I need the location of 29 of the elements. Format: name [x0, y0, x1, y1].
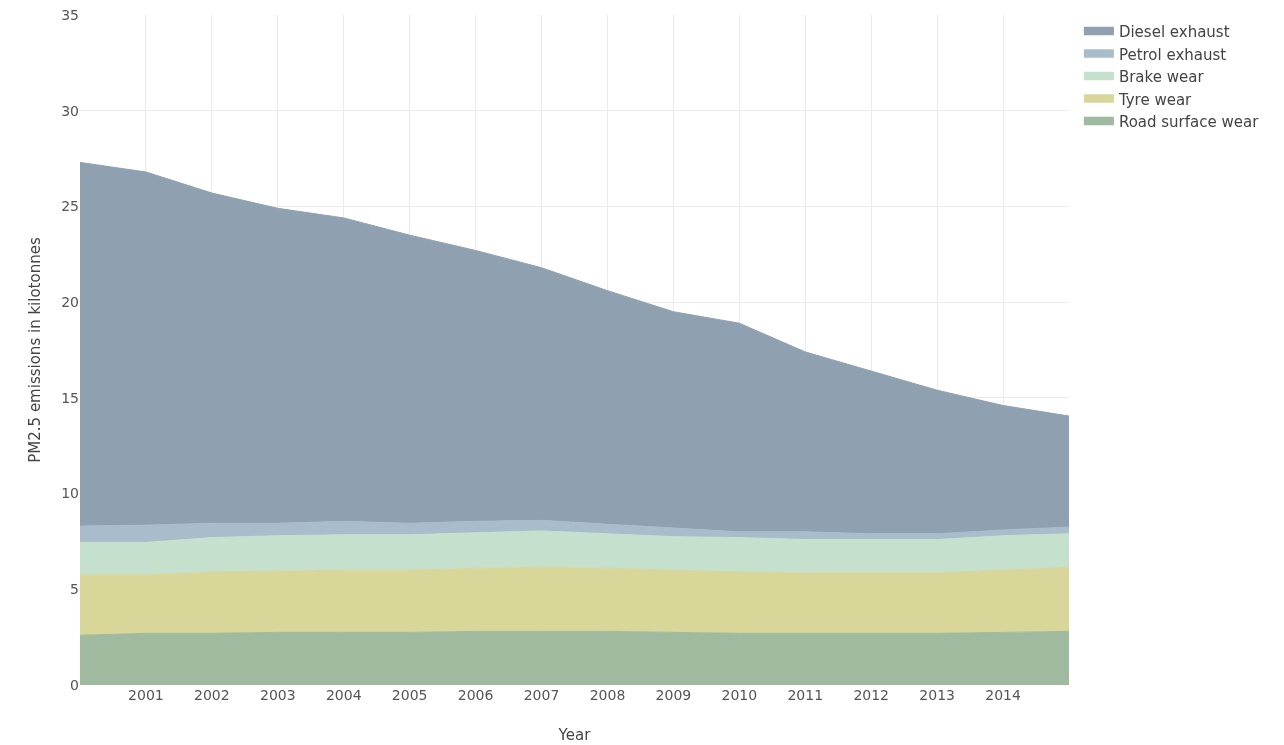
y-tick-label: 25: [61, 198, 79, 215]
x-tick-label: 2014: [985, 687, 1021, 703]
legend-label: Tyre wear: [1117, 90, 1193, 109]
y-tick-label: 20: [61, 294, 79, 311]
x-tick-label: 2009: [655, 687, 692, 703]
y-tick-label: 10: [61, 485, 79, 502]
y-tick-label: 35: [61, 6, 79, 23]
x-tick-label: 2005: [391, 687, 428, 703]
y-tick-label: 15: [61, 389, 79, 406]
legend-label: Petrol exhaust: [1118, 45, 1227, 64]
legend-label: Diesel exhaust: [1118, 23, 1230, 42]
x-tick-label: 2007: [523, 687, 560, 703]
x-tick-label: 2008: [589, 687, 626, 703]
y-tick-label: 0: [70, 676, 79, 693]
x-tick-label: 2012: [853, 687, 890, 703]
x-tick-label: 2001: [128, 687, 164, 703]
x-axis-title: Year: [557, 726, 592, 744]
x-tick-label: 2010: [721, 687, 758, 703]
y-axis-title: PM2.5 emissions in kilotonnes: [26, 237, 44, 463]
x-tick-label: 2002: [194, 687, 230, 703]
x-tick-label: 2004: [325, 687, 362, 703]
x-tick-label: 2011: [787, 687, 824, 703]
y-tick-label: 30: [61, 102, 79, 119]
x-tick-label: 2006: [457, 687, 494, 703]
y-tick-label: 5: [70, 581, 79, 598]
x-tick-label: 2013: [919, 687, 955, 703]
x-tick-label: 2003: [259, 687, 296, 703]
legend-label: Road surface wear: [1118, 113, 1260, 132]
legend-label: Brake wear: [1118, 68, 1205, 87]
